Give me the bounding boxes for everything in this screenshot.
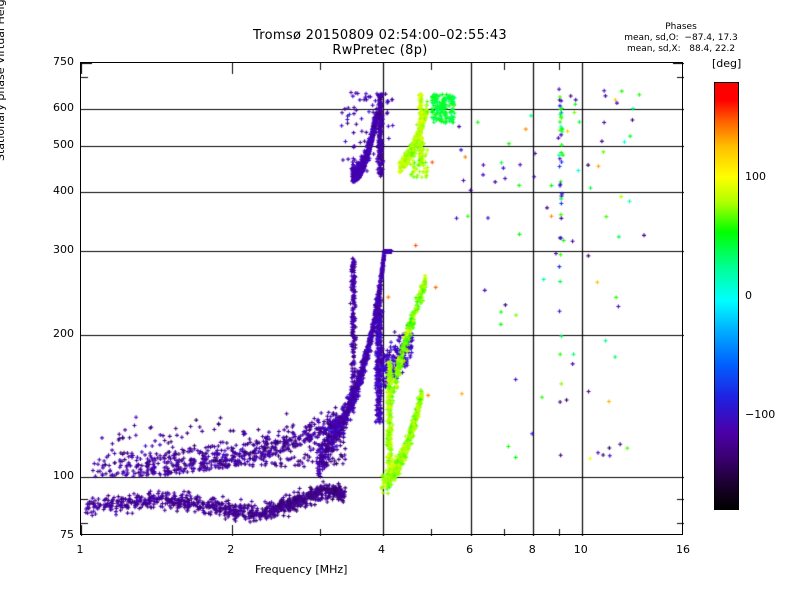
y-tick-label: 400 bbox=[53, 184, 74, 198]
plot-area bbox=[80, 62, 684, 536]
x-tick-label: 10 bbox=[573, 543, 588, 556]
colorbar-tick-label: 100 bbox=[745, 170, 766, 184]
y-tick-label: 100 bbox=[53, 468, 74, 482]
y-axis-label: Stationary phase Virtual Height [km] bbox=[0, 0, 7, 180]
phase-stats-row-x: mean, sd,X: 88.4, 22.2 bbox=[626, 44, 736, 54]
y-tick-label: 600 bbox=[53, 100, 74, 114]
scatter-canvas bbox=[81, 63, 684, 536]
phase-stats-box: Phases mean, sd,O: −87.4, 17.3 mean, sd,… bbox=[586, 22, 776, 55]
x-tick-label: 2 bbox=[227, 543, 235, 556]
phase-stats-heading: Phases bbox=[665, 22, 697, 32]
title-line-2: RwPretec (8p) bbox=[332, 43, 428, 58]
colorbar-unit-label: [deg] bbox=[712, 57, 742, 70]
title-line-1: Tromsø 20150809 02:54:00–02:55:43 bbox=[252, 28, 508, 43]
x-tick-label: 1 bbox=[76, 543, 84, 556]
y-tick-label: 200 bbox=[53, 326, 74, 340]
plot-title: Tromsø 20150809 02:54:00–02:55:43 RwPret… bbox=[150, 28, 610, 58]
colorbar-tick-label: 0 bbox=[745, 289, 752, 302]
y-tick-label: 750 bbox=[53, 55, 74, 68]
colorbar-tick-label: −100 bbox=[745, 407, 776, 421]
y-tick-label: 75 bbox=[60, 528, 74, 541]
x-axis-label: Frequency [MHz] bbox=[255, 563, 348, 576]
x-tick-label: 6 bbox=[466, 543, 474, 556]
x-tick-label: 16 bbox=[676, 543, 690, 556]
x-tick-label: 8 bbox=[528, 543, 536, 556]
y-axis-label-text: Stationary phase Virtual Height [km] bbox=[0, 0, 7, 162]
y-tick-label: 300 bbox=[53, 243, 74, 257]
x-tick-label: 4 bbox=[378, 543, 385, 556]
phase-stats-row-o: mean, sd,O: −87.4, 17.3 bbox=[624, 33, 738, 43]
colorbar-gradient bbox=[714, 82, 739, 510]
colorbar bbox=[714, 82, 739, 510]
y-tick-label: 500 bbox=[53, 138, 74, 152]
